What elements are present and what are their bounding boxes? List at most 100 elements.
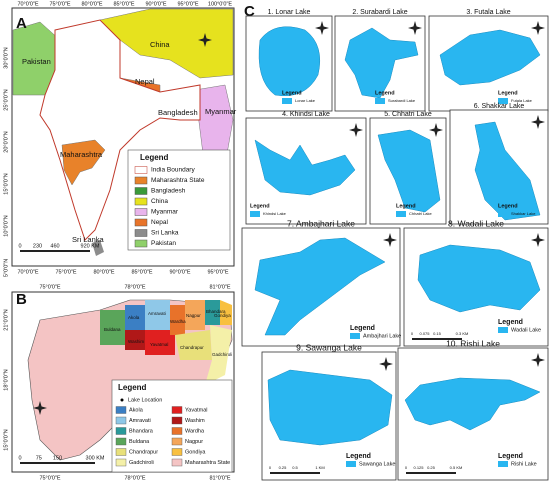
- scale-bar: [270, 472, 320, 474]
- legend-item: Shakkar Lake: [511, 211, 536, 216]
- legend-item: Buldana: [129, 439, 150, 445]
- scale-label: 0: [18, 455, 21, 461]
- district-washim: [125, 330, 145, 350]
- legend-item: Akola: [129, 407, 144, 413]
- legend-item: Nepal: [151, 219, 169, 226]
- lon-label: 70°0'0"E: [17, 1, 38, 7]
- district-label: Gadchiroli: [212, 352, 232, 357]
- legend-item: Khindsi Lake: [263, 211, 287, 216]
- legend-item: Futala Lake: [511, 98, 533, 103]
- scale-label: 0: [18, 243, 21, 249]
- district-gondiya: [220, 300, 232, 325]
- legend-item: Gadchiroli: [129, 460, 154, 466]
- north-arrow: [349, 123, 363, 137]
- lat-label: 18°0'0"N: [3, 369, 9, 390]
- lon-label: 95°0'0"E: [177, 1, 198, 7]
- scale-bar: [406, 472, 456, 474]
- legend-item: China: [151, 198, 168, 205]
- lake-marker: [120, 398, 124, 402]
- district-wardha: [170, 305, 185, 335]
- place-label: Nepal: [135, 77, 155, 86]
- legend-swatch: [171, 448, 183, 456]
- lake-title: 5. Chhatri Lake: [384, 111, 432, 118]
- lake-shape: [254, 139, 356, 196]
- lake-title: 8. Wadali Lake: [448, 218, 504, 228]
- legend-swatch: [134, 229, 148, 237]
- scale-label: 0.25: [427, 465, 436, 470]
- lake-title: 7. Ambajhari Lake: [287, 218, 355, 228]
- lon-label: 90°0'0"E: [169, 269, 190, 275]
- legend-swatch: [498, 211, 508, 217]
- scale-label: 150: [53, 455, 62, 461]
- legend-swatch: [498, 461, 508, 467]
- district-gadchiroli: [205, 325, 232, 385]
- legend-item: Maharashtra State: [185, 460, 230, 466]
- district-label: Washim: [128, 339, 144, 344]
- legend-swatch: [498, 98, 508, 104]
- lake-shape: [404, 377, 541, 431]
- legend-title: Legend: [498, 319, 523, 326]
- legend-item: Myanmar: [151, 209, 179, 216]
- lon-label: 81°0'0"E: [209, 284, 230, 290]
- scale-bar: [20, 462, 95, 464]
- lat-label: 30°0'0"N: [3, 47, 9, 68]
- lon-label: 85°0'0"E: [131, 269, 152, 275]
- district-label: Gondiya: [214, 313, 231, 318]
- scale-label: 920 KM: [81, 243, 100, 249]
- scale-label: 0: [411, 331, 414, 336]
- district-label: Nagpur: [186, 313, 201, 318]
- legend-swatch: [115, 427, 127, 435]
- district-label: Chandrapur: [180, 345, 204, 350]
- place-label: Maharashtra: [60, 150, 103, 159]
- lon-label: 70°0'0"E: [17, 269, 38, 275]
- district-buldana: [100, 310, 125, 345]
- sri-lanka: [92, 240, 104, 256]
- district-yavatmal: [145, 330, 175, 355]
- legend-swatch: [134, 208, 148, 216]
- legend-item: Bhandara: [129, 428, 154, 434]
- lat-label: 20°0'0"N: [3, 131, 9, 152]
- lon-label: 75°0'0"E: [49, 1, 70, 7]
- legend-item: Chhatri Lake: [409, 211, 432, 216]
- north-arrow: [198, 33, 212, 47]
- legend-item: Lake Location: [128, 397, 162, 403]
- panel-label: A: [16, 15, 27, 32]
- lon-label: 75°0'0"E: [39, 284, 60, 290]
- scale-label: 0.5 KM: [450, 465, 463, 470]
- lon-label: 100°0'0"E: [208, 1, 232, 7]
- district-amravati: [145, 300, 170, 330]
- legend-title: Legend: [396, 203, 416, 209]
- legend-title: Legend: [498, 453, 523, 460]
- legend-title: Legend: [118, 383, 147, 392]
- legend-item: Maharashtra State: [151, 177, 205, 184]
- north-arrow: [408, 21, 422, 35]
- lake-shape: [258, 26, 321, 97]
- legend-swatch: [171, 427, 183, 435]
- lon-label: 85°0'0"E: [113, 1, 134, 7]
- legend-item: Amravati: [129, 418, 151, 424]
- lake-shape: [344, 27, 419, 99]
- legend-swatch: [134, 187, 148, 195]
- north-arrow: [383, 233, 397, 247]
- legend-swatch: [134, 239, 148, 248]
- north-arrow: [531, 115, 545, 129]
- legend-swatch: [250, 211, 260, 217]
- lake-title: 2. Surabardi Lake: [352, 9, 407, 16]
- legend-title: Legend: [140, 153, 169, 162]
- lat-label: 25°0'0"N: [3, 89, 9, 110]
- district-label: Amravati: [148, 311, 166, 316]
- scale-label: 230: [33, 243, 42, 249]
- lon-label: 78°0'0"E: [124, 284, 145, 290]
- legend-swatch: [396, 211, 406, 217]
- district-label: Wardha: [170, 319, 186, 324]
- scale-label: 0.3 KM: [456, 331, 469, 336]
- north-arrow: [379, 357, 393, 371]
- lake-shape: [474, 121, 541, 221]
- lat-label: 21°0'0"N: [3, 309, 9, 330]
- legend-swatch: [134, 166, 148, 174]
- lake-title: 10. Rishi Lake: [446, 338, 500, 348]
- scale-label: 460: [50, 243, 59, 249]
- scale-label: 0: [405, 465, 408, 470]
- lon-label: 81°0'0"E: [209, 475, 230, 481]
